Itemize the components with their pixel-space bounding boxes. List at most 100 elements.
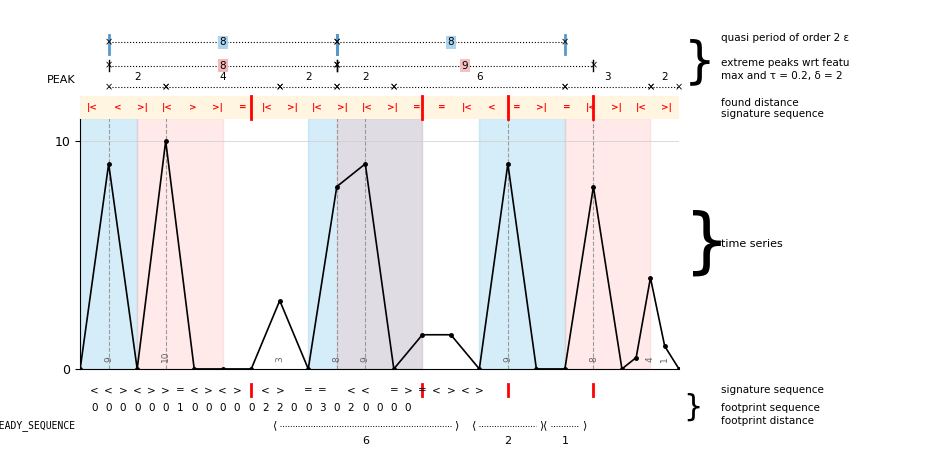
Text: 2: 2 <box>276 403 283 413</box>
Text: 1: 1 <box>176 403 183 413</box>
Text: <: < <box>261 385 270 395</box>
Text: ⟨: ⟨ <box>543 420 548 431</box>
Text: >|: >| <box>611 103 622 113</box>
Text: ×: × <box>161 82 170 92</box>
Text: |<: |< <box>87 103 98 113</box>
Text: 9: 9 <box>504 356 512 362</box>
Text: 0: 0 <box>106 403 112 413</box>
Bar <box>565 118 651 369</box>
Text: ×: × <box>389 82 398 92</box>
Text: |<: |< <box>362 103 372 113</box>
Bar <box>308 118 422 369</box>
Text: 0: 0 <box>234 403 240 413</box>
Text: ×: × <box>646 82 654 92</box>
Text: |<: |< <box>162 103 173 113</box>
Text: =: = <box>513 103 521 113</box>
Text: ×: × <box>333 37 340 47</box>
Text: found distance: found distance <box>721 98 799 108</box>
Text: <: < <box>347 385 356 395</box>
Text: ×: × <box>333 61 340 71</box>
Text: 8: 8 <box>220 37 226 47</box>
Text: ×: × <box>105 37 113 47</box>
Text: footprint sequence: footprint sequence <box>721 403 820 413</box>
Text: max and τ = 0.2, δ = 2: max and τ = 0.2, δ = 2 <box>721 71 843 81</box>
Text: 2: 2 <box>305 72 311 82</box>
Text: ×: × <box>589 61 598 71</box>
Text: =: = <box>239 103 246 113</box>
Text: <: < <box>133 385 141 395</box>
Text: ⟩: ⟩ <box>582 420 587 431</box>
Text: 6: 6 <box>476 72 483 82</box>
Text: |<: |< <box>587 103 597 113</box>
Text: 4: 4 <box>220 72 226 82</box>
Text: ×: × <box>561 37 569 47</box>
Text: 3: 3 <box>275 356 284 362</box>
Text: 10: 10 <box>161 350 170 362</box>
Text: 4: 4 <box>646 357 655 362</box>
Text: 9: 9 <box>462 61 469 71</box>
Text: 0: 0 <box>376 403 383 413</box>
Text: >: > <box>119 385 127 395</box>
Text: |<: |< <box>262 103 273 113</box>
Text: >: > <box>233 385 241 395</box>
Text: <: < <box>190 385 199 395</box>
Text: >|: >| <box>537 103 547 113</box>
Text: time series: time series <box>721 238 783 249</box>
Text: 2: 2 <box>348 403 355 413</box>
Text: >: > <box>275 385 284 395</box>
Text: <: < <box>361 385 370 395</box>
Text: quasi period of order 2 ε: quasi period of order 2 ε <box>721 33 850 44</box>
Text: 2: 2 <box>134 72 141 82</box>
Text: >|: >| <box>337 103 348 113</box>
Text: 9: 9 <box>361 356 370 362</box>
Text: >|: >| <box>661 103 672 113</box>
Text: STEADY_SEQUENCE: STEADY_SEQUENCE <box>0 420 75 431</box>
Text: 0: 0 <box>134 403 141 413</box>
Text: ×: × <box>561 82 569 92</box>
Text: ×: × <box>275 82 284 92</box>
Text: 0: 0 <box>120 403 126 413</box>
Text: 8: 8 <box>332 356 341 362</box>
Text: ×: × <box>389 82 398 92</box>
Text: <: < <box>114 103 122 113</box>
Text: footprint distance: footprint distance <box>721 416 815 426</box>
Text: |<: |< <box>637 103 647 113</box>
Text: =: = <box>175 385 184 395</box>
Text: 2: 2 <box>362 72 369 82</box>
Text: ⟩: ⟩ <box>539 420 543 431</box>
Text: <: < <box>90 385 99 395</box>
Text: ×: × <box>333 61 340 71</box>
Text: 2: 2 <box>262 403 269 413</box>
Text: 8: 8 <box>589 356 598 362</box>
Text: 0: 0 <box>362 403 369 413</box>
Text: >: > <box>404 385 412 395</box>
Text: >|: >| <box>137 103 148 113</box>
Text: >|: >| <box>387 103 397 113</box>
Text: >|: >| <box>287 103 298 113</box>
Bar <box>137 118 223 369</box>
Text: ×: × <box>161 82 170 92</box>
Text: 2: 2 <box>505 436 511 446</box>
Text: 3: 3 <box>604 72 611 82</box>
Text: =: = <box>438 103 446 113</box>
Text: 0: 0 <box>290 403 297 413</box>
Text: =: = <box>563 103 571 113</box>
Text: |<: |< <box>312 103 323 113</box>
Text: }: } <box>684 39 716 87</box>
Text: signature sequence: signature sequence <box>721 385 824 395</box>
Text: >|: >| <box>212 103 223 113</box>
Text: 8: 8 <box>448 37 455 47</box>
Text: ⟨: ⟨ <box>273 420 277 431</box>
Text: ×: × <box>333 82 340 92</box>
Text: >: > <box>161 385 170 395</box>
Text: ×: × <box>275 82 284 92</box>
Text: ⟨: ⟨ <box>472 420 476 431</box>
Text: ⟩: ⟩ <box>454 420 458 431</box>
Text: 0: 0 <box>162 403 169 413</box>
Text: >: > <box>204 385 213 395</box>
Text: 2: 2 <box>661 72 668 82</box>
Text: ×: × <box>105 82 113 92</box>
Text: 0: 0 <box>148 403 155 413</box>
Text: 8: 8 <box>220 61 226 71</box>
Text: >: > <box>475 385 484 395</box>
